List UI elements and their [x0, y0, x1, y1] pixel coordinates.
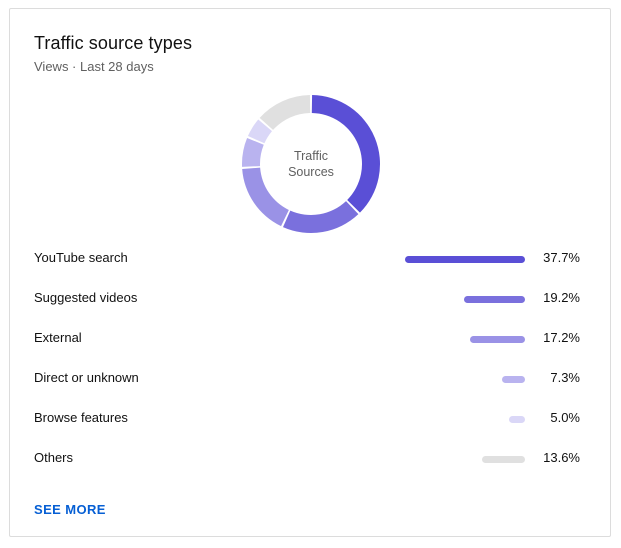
donut-chart: Traffic Sources — [240, 93, 382, 235]
traffic-source-value: 5.0% — [550, 410, 580, 425]
traffic-source-row-direct-or-unknown: Direct or unknown 7.3% — [34, 358, 588, 398]
donut-center-label-line1: Traffic — [293, 149, 329, 163]
traffic-source-row-browse-features: Browse features 5.0% — [34, 398, 588, 438]
donut-slice-browse-features[interactable] — [247, 119, 273, 144]
see-more-link[interactable]: SEE MORE — [34, 502, 106, 517]
traffic-source-bar — [463, 296, 525, 303]
traffic-source-value: 37.7% — [543, 250, 580, 265]
traffic-source-label: External — [34, 330, 82, 345]
traffic-source-list: YouTube search 37.7% Suggested videos 19.2%… — [34, 238, 588, 478]
donut-slice-direct-or-unknown[interactable] — [242, 137, 264, 167]
traffic-source-value: 19.2% — [543, 290, 580, 305]
traffic-source-label: YouTube search — [34, 250, 128, 265]
donut-slice-youtube-search[interactable] — [311, 95, 380, 213]
card-subtitle: Views · Last 28 days — [34, 59, 154, 74]
traffic-source-bar — [509, 416, 525, 423]
traffic-source-label: Others — [34, 450, 74, 465]
traffic-source-bar — [405, 256, 525, 263]
traffic-source-label: Direct or unknown — [34, 370, 139, 385]
donut-slice-external[interactable] — [242, 167, 289, 227]
traffic-source-bar — [501, 376, 525, 383]
traffic-source-label: Suggested videos — [34, 290, 138, 305]
traffic-source-value: 13.6% — [543, 450, 580, 465]
donut-chart-svg — [242, 95, 380, 234]
traffic-source-bar — [470, 336, 525, 343]
card-title: Traffic source types — [34, 33, 193, 53]
donut-slice-others[interactable] — [259, 95, 311, 130]
traffic-source-card: Traffic source types Views · Last 28 day… — [9, 8, 611, 537]
traffic-source-row-suggested-videos: Suggested videos 19.2% — [34, 278, 588, 318]
traffic-source-value: 17.2% — [543, 330, 580, 345]
traffic-source-bar — [481, 456, 525, 463]
donut-slice-suggested-videos[interactable] — [283, 201, 359, 234]
traffic-source-row-external: External 17.2% — [34, 318, 588, 358]
donut-center-label: Traffic Sources — [240, 93, 382, 235]
traffic-source-row-others: Others 13.6% — [34, 438, 588, 478]
traffic-source-value: 7.3% — [550, 370, 580, 385]
traffic-source-row-youtube-search: YouTube search 37.7% — [34, 238, 588, 278]
traffic-source-label: Browse features — [34, 410, 128, 425]
donut-center-label-line2: Sources — [288, 165, 334, 179]
